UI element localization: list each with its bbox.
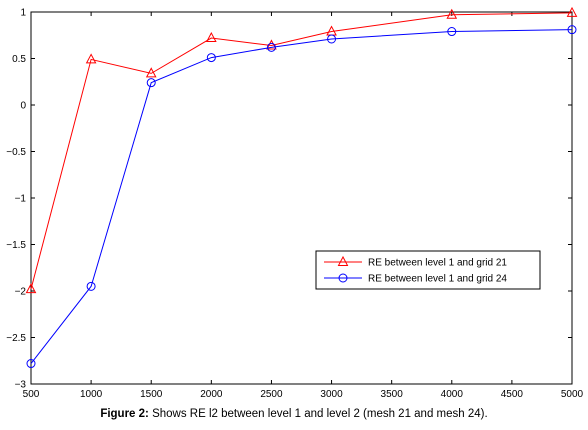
data-point [86, 281, 96, 291]
y-tick-label: −0.5 [6, 147, 26, 158]
y-tick-label: −3 [15, 380, 27, 391]
y-tick-label: −1.5 [6, 240, 26, 251]
y-tick-label: −2.5 [6, 333, 26, 344]
data-point [206, 53, 216, 63]
x-tick-label: 1500 [140, 389, 163, 400]
x-tick-label: 2500 [260, 389, 283, 400]
legend: RE between level 1 and grid 21 RE between… [315, 250, 541, 290]
x-tick-label: 3500 [381, 389, 404, 400]
data-point [566, 6, 578, 17]
y-tick-label: 0.5 [12, 54, 26, 65]
legend-marker [338, 273, 348, 283]
data-point [85, 53, 97, 64]
data-point [447, 27, 457, 37]
x-tick-label: 1000 [80, 389, 103, 400]
plot-area [30, 11, 573, 385]
y-tick-label: 0 [20, 101, 26, 112]
y-tick-label: −2 [15, 287, 27, 298]
series-layer [25, 6, 578, 369]
series-line [30, 12, 573, 290]
data-point [327, 34, 337, 44]
data-point [446, 8, 458, 19]
legend-marker [337, 255, 349, 266]
x-tick-label: 500 [23, 389, 40, 400]
data-point [146, 78, 156, 88]
series-1 [25, 6, 578, 294]
data-point [25, 283, 37, 294]
axis-ticks: 500 1000 1500 2000 2500 3000 3500 4000 4500 5000 −… [6, 8, 583, 401]
x-tick-label: 3000 [320, 389, 343, 400]
legend-label: RE between level 1 and grid 24 [368, 274, 507, 285]
series-line [30, 29, 573, 364]
data-point [266, 42, 276, 52]
x-tick-label: 5000 [561, 389, 584, 400]
series-2 [26, 25, 577, 369]
legend-label: RE between level 1 and grid 21 [368, 258, 507, 269]
figure-caption: Figure 2: Shows RE l2 between level 1 an… [0, 408, 588, 420]
data-point [145, 67, 157, 78]
caption-label: Figure 2: [100, 408, 149, 420]
legend-box [315, 250, 541, 290]
data-point [567, 25, 577, 35]
x-tick-label: 4500 [501, 389, 524, 400]
data-point [206, 31, 217, 43]
x-tick-label: 2000 [200, 389, 223, 400]
caption-text: Shows RE l2 between level 1 and level 2 … [148, 408, 488, 420]
data-point [26, 359, 36, 369]
x-tick-label: 4000 [441, 389, 464, 400]
y-tick-label: 1 [20, 8, 26, 19]
y-tick-label: −1 [15, 194, 27, 205]
data-point [266, 39, 277, 50]
